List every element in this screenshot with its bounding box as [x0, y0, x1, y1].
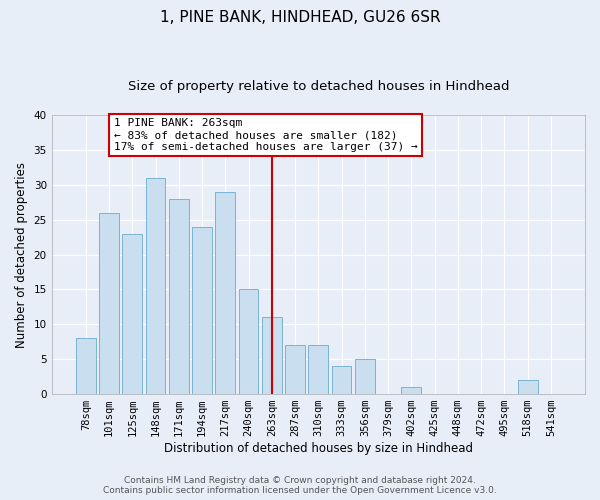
Title: Size of property relative to detached houses in Hindhead: Size of property relative to detached ho…	[128, 80, 509, 93]
Bar	[122, 234, 142, 394]
Bar	[332, 366, 352, 394]
Bar	[146, 178, 166, 394]
Bar	[192, 226, 212, 394]
Text: Contains HM Land Registry data © Crown copyright and database right 2024.
Contai: Contains HM Land Registry data © Crown c…	[103, 476, 497, 495]
Bar	[99, 212, 119, 394]
Bar	[285, 345, 305, 394]
Bar	[401, 387, 421, 394]
Text: 1, PINE BANK, HINDHEAD, GU26 6SR: 1, PINE BANK, HINDHEAD, GU26 6SR	[160, 10, 440, 25]
Bar	[76, 338, 95, 394]
Bar	[169, 198, 188, 394]
Bar	[308, 345, 328, 394]
Bar	[262, 318, 282, 394]
Bar	[355, 359, 375, 394]
Bar	[518, 380, 538, 394]
Text: 1 PINE BANK: 263sqm
← 83% of detached houses are smaller (182)
17% of semi-detac: 1 PINE BANK: 263sqm ← 83% of detached ho…	[113, 118, 418, 152]
Y-axis label: Number of detached properties: Number of detached properties	[15, 162, 28, 348]
X-axis label: Distribution of detached houses by size in Hindhead: Distribution of detached houses by size …	[164, 442, 473, 455]
Bar	[239, 290, 259, 394]
Bar	[215, 192, 235, 394]
